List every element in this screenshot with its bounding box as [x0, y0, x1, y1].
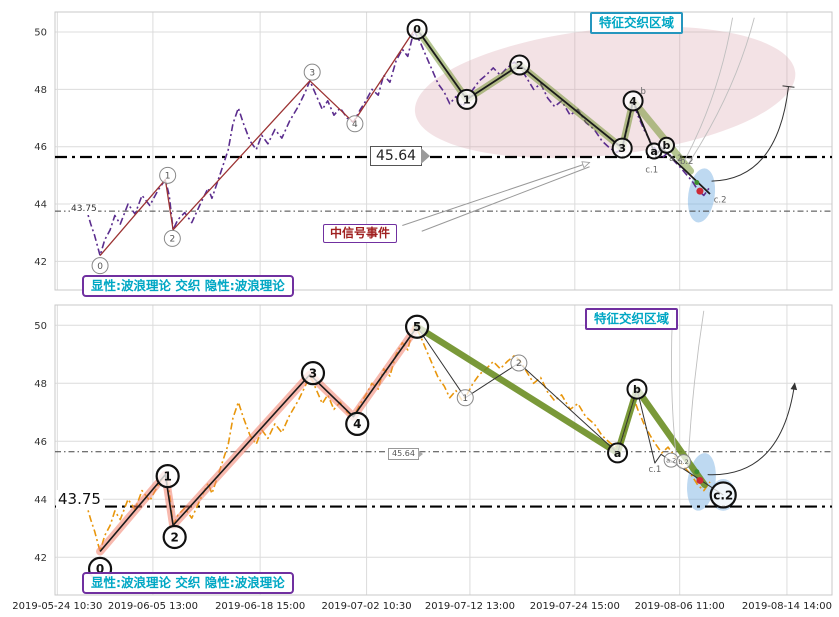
svg-text:c.1: c.1 — [645, 166, 658, 176]
x-axis-label: 2019-07-02 10:30 — [322, 601, 412, 612]
wave-circle — [303, 63, 321, 81]
svg-text:50: 50 — [34, 28, 47, 39]
wave-circle — [155, 464, 180, 489]
svg-text:0: 0 — [96, 562, 104, 576]
wave-circle — [346, 115, 364, 133]
svg-text:2: 2 — [170, 530, 178, 544]
svg-text:48: 48 — [34, 85, 47, 96]
wave-circle — [509, 54, 531, 76]
wave-circle — [510, 354, 528, 372]
x-axis-label: 2019-05-24 10:30 — [12, 601, 102, 612]
feature-region-label-top: 特征交织区域 — [590, 12, 684, 34]
wave-circle — [676, 454, 692, 470]
svg-text:46: 46 — [34, 437, 47, 448]
svg-text:c.1: c.1 — [648, 465, 661, 475]
svg-text:42: 42 — [34, 553, 47, 564]
wave-circle — [163, 229, 181, 247]
wave-circle — [406, 18, 428, 40]
hline-secondary-callout-bottom: 45.64 — [388, 448, 419, 460]
wave-circle — [162, 524, 187, 550]
svg-text:c.2: c.2 — [714, 196, 727, 206]
svg-text:1: 1 — [463, 93, 471, 106]
svg-text:48: 48 — [34, 379, 47, 390]
wave-circle — [159, 166, 177, 184]
wave-theory-legend-top: 显性:波浪理论 交织 隐性:波浪理论 — [82, 275, 294, 297]
wave-circle — [626, 378, 648, 400]
svg-text:a.2: a.2 — [666, 456, 676, 464]
svg-text:a: a — [650, 145, 657, 158]
svg-text:b: b — [640, 87, 645, 97]
wave-circle — [404, 314, 430, 339]
svg-text:4: 4 — [352, 120, 358, 130]
signal-event-label: 中信号事件 — [323, 224, 398, 243]
signal-dot — [696, 187, 704, 195]
wave-circle — [611, 137, 633, 159]
hline-price-value-top: 45.64 — [376, 148, 417, 164]
svg-text:b: b — [663, 139, 671, 152]
x-axis-label: 2019-07-24 15:00 — [530, 601, 620, 612]
svg-text:0: 0 — [97, 262, 103, 272]
svg-text:4: 4 — [353, 417, 361, 431]
svg-text:2: 2 — [516, 59, 524, 72]
hline-price-label-bottom: 43.75 — [56, 490, 103, 509]
x-axis-label: 2019-07-12 13:00 — [425, 601, 515, 612]
svg-text:1: 1 — [163, 469, 171, 483]
wave-circle — [709, 481, 737, 509]
wave-circle — [345, 411, 370, 436]
hline-secondary-label-top: 43.75 — [70, 204, 98, 216]
svg-text:c.2: c.2 — [713, 488, 733, 502]
wave-circle — [300, 361, 326, 386]
x-axis-label: 2019-06-05 13:00 — [108, 601, 198, 612]
signal-dot — [694, 180, 700, 186]
panel-bottom: 42 44 46 48 50 1 2 a.2 b.2 0 1 2 3 4 5 a b c.2 c.1 — [34, 304, 833, 596]
svg-text:3: 3 — [309, 366, 317, 380]
svg-text:b.2: b.2 — [678, 458, 688, 466]
x-axis-label: 2019-08-06 11:00 — [635, 601, 725, 612]
svg-text:a: a — [614, 447, 621, 460]
svg-text:b.2: b.2 — [680, 157, 694, 167]
x-axis-label: 2019-06-18 15:00 — [215, 601, 305, 612]
svg-text:1: 1 — [165, 172, 171, 182]
svg-text:a.2: a.2 — [669, 154, 682, 164]
svg-text:1: 1 — [462, 394, 468, 404]
svg-text:3: 3 — [309, 68, 315, 78]
svg-text:46: 46 — [34, 142, 47, 153]
svg-text:42: 42 — [34, 257, 47, 268]
svg-text:44: 44 — [34, 200, 47, 211]
svg-text:2: 2 — [516, 359, 522, 369]
right-arrow-icon — [421, 148, 431, 164]
signal-dot — [694, 469, 700, 475]
wave-circle — [607, 442, 629, 464]
wave-theory-legend-bottom: 显性:波浪理论 交织 隐性:波浪理论 — [82, 572, 294, 594]
feature-region-label-bottom: 特征交织区域 — [585, 308, 679, 330]
svg-text:50: 50 — [34, 321, 47, 332]
hline-price-callout-top: 45.64 — [370, 146, 431, 166]
wave-circle — [657, 136, 675, 154]
wave-circle — [91, 257, 109, 275]
wave-circle — [456, 88, 478, 110]
svg-text:0: 0 — [413, 23, 421, 36]
signal-dot — [696, 476, 704, 484]
svg-text:5: 5 — [413, 320, 421, 334]
wave-circle — [622, 90, 644, 112]
svg-text:44: 44 — [34, 495, 47, 506]
svg-text:4: 4 — [629, 95, 637, 108]
wave-circle — [456, 389, 474, 407]
x-axis-label: 2019-08-14 14:00 — [742, 601, 832, 612]
svg-text:2: 2 — [169, 235, 175, 245]
svg-text:b: b — [633, 383, 641, 396]
svg-text:3: 3 — [618, 142, 626, 155]
